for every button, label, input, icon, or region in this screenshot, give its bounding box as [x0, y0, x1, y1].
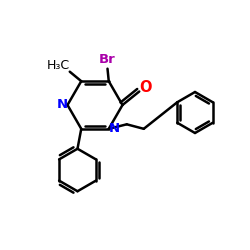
- Text: N: N: [109, 122, 120, 135]
- Text: N: N: [56, 98, 68, 111]
- Text: H₃C: H₃C: [46, 59, 70, 72]
- Text: O: O: [139, 80, 151, 94]
- Text: Br: Br: [99, 53, 116, 66]
